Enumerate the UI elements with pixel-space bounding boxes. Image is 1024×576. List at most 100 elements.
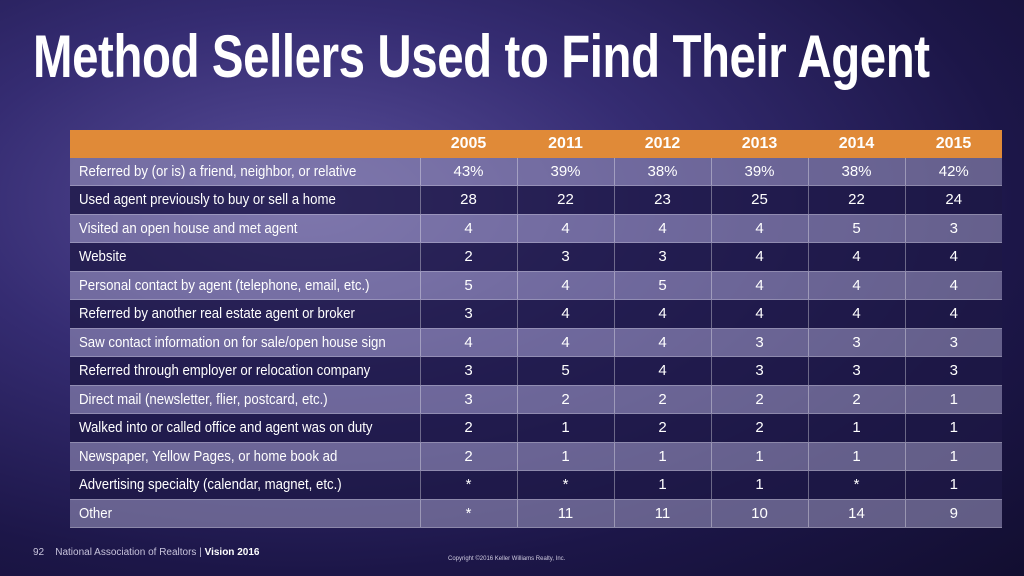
table-cell: 43% <box>419 157 517 186</box>
table-cell: 4 <box>613 214 711 243</box>
row-label-text: Advertising specialty (calendar, magnet,… <box>79 476 342 494</box>
table-cell: 1 <box>904 385 1002 414</box>
table-cell: 1 <box>613 470 711 500</box>
table-cell: 4 <box>710 271 808 300</box>
footer-vision: Vision 2016 <box>204 547 260 558</box>
row-label: Advertising specialty (calendar, magnet,… <box>70 470 420 500</box>
data-table: 2005 2011 2012 2013 2014 2015 Referred by (or… <box>70 130 1002 528</box>
table-cell: 3 <box>904 328 1002 357</box>
row-label: Saw contact information on for sale/open… <box>70 328 420 357</box>
table-cell: 38% <box>807 157 905 186</box>
table-cell: 3 <box>904 356 1002 386</box>
table-cell: 10 <box>710 499 808 528</box>
table-row: Referred by (or is) a friend, neighbor, … <box>70 157 1002 186</box>
table-cell: * <box>807 470 905 500</box>
table-cell: 11 <box>516 499 614 528</box>
table-cell: 4 <box>807 271 905 300</box>
row-label-text: Website <box>79 248 127 266</box>
table-cell: 1 <box>613 442 711 471</box>
row-label: Referred through employer or relocation … <box>70 356 420 386</box>
table-cell: 1 <box>904 413 1002 443</box>
table-cell: 3 <box>710 328 808 357</box>
row-label-text: Used agent previously to buy or sell a h… <box>79 191 336 209</box>
table-cell: 25 <box>710 185 808 215</box>
table-cell: 39% <box>710 157 808 186</box>
column-header: 2012 <box>614 130 711 158</box>
header-row: 2005 2011 2012 2013 2014 2015 <box>70 130 1002 158</box>
table-cell: 3 <box>710 356 808 386</box>
table-cell: 1 <box>807 442 905 471</box>
page-number: 92 <box>33 547 45 558</box>
slide-title: Method Sellers Used to Find Their Agent <box>33 23 930 90</box>
table-cell: 4 <box>516 214 614 243</box>
table-cell: 2 <box>419 413 517 443</box>
table-cell: 4 <box>613 356 711 386</box>
row-label: Referred by (or is) a friend, neighbor, … <box>70 157 420 186</box>
row-label-text: Referred by (or is) a friend, neighbor, … <box>79 162 357 180</box>
column-header: 2005 <box>420 130 517 158</box>
row-label: Visited an open house and met agent <box>70 214 420 243</box>
table-cell: 4 <box>710 299 808 329</box>
table-cell: * <box>419 470 517 500</box>
table-cell: 1 <box>904 442 1002 471</box>
footer: 92 National Association of Realtors | Vi… <box>33 547 259 558</box>
row-label-text: Other <box>79 504 113 522</box>
table-cell: 1 <box>807 413 905 443</box>
footer-source: National Association of Realtors | <box>55 547 205 558</box>
table-cell: 4 <box>516 328 614 357</box>
row-label-text: Direct mail (newsletter, flier, postcard… <box>79 390 328 408</box>
table-row: Personal contact by agent (telephone, em… <box>70 271 1002 300</box>
table-cell: 4 <box>904 242 1002 272</box>
table-cell: 5 <box>807 214 905 243</box>
table-cell: 9 <box>904 499 1002 528</box>
row-label-text: Referred by another real estate agent or… <box>79 305 355 323</box>
table-cell: 2 <box>613 385 711 414</box>
row-label: Direct mail (newsletter, flier, postcard… <box>70 385 420 414</box>
table-cell: 3 <box>807 356 905 386</box>
table-cell: 39% <box>516 157 614 186</box>
table-row: Direct mail (newsletter, flier, postcard… <box>70 385 1002 414</box>
table-cell: 1 <box>516 442 614 471</box>
row-label: Referred by another real estate agent or… <box>70 299 420 329</box>
table-cell: 14 <box>807 499 905 528</box>
table-cell: 22 <box>807 185 905 215</box>
table-cell: 4 <box>516 299 614 329</box>
table-cell: 23 <box>613 185 711 215</box>
table-cell: 4 <box>419 328 517 357</box>
table-cell: 2 <box>613 413 711 443</box>
table-cell: 3 <box>516 242 614 272</box>
row-label: Personal contact by agent (telephone, em… <box>70 271 420 300</box>
row-label-text: Referred through employer or relocation … <box>79 362 371 380</box>
table-cell: 3 <box>419 299 517 329</box>
table-cell: 42% <box>904 157 1002 186</box>
table-cell: 5 <box>419 271 517 300</box>
table-cell: 2 <box>419 242 517 272</box>
table-cell: 3 <box>419 385 517 414</box>
table-row: Visited an open house and met agent 4 4 4 4 5… <box>70 214 1002 243</box>
row-label: Newspaper, Yellow Pages, or home book ad <box>70 442 420 471</box>
table-row: Referred through employer or relocation … <box>70 356 1002 386</box>
column-header: 2013 <box>711 130 808 158</box>
table-cell: 4 <box>613 299 711 329</box>
table-cell: 5 <box>613 271 711 300</box>
table-cell: 3 <box>904 214 1002 243</box>
column-header: 2011 <box>517 130 614 158</box>
table-row: Other * 11 11 10 14 9 <box>70 499 1002 528</box>
table-cell: 11 <box>613 499 711 528</box>
table-cell: 3 <box>419 356 517 386</box>
row-label-text: Personal contact by agent (telephone, em… <box>79 276 370 294</box>
table-cell: 3 <box>613 242 711 272</box>
table-cell: 2 <box>419 442 517 471</box>
table-row: Advertising specialty (calendar, magnet,… <box>70 470 1002 500</box>
table-row: Used agent previously to buy or sell a h… <box>70 185 1002 215</box>
table-cell: 1 <box>904 470 1002 500</box>
table-cell: 4 <box>613 328 711 357</box>
row-label: Used agent previously to buy or sell a h… <box>70 185 420 215</box>
table-cell: 2 <box>807 385 905 414</box>
table-cell: 4 <box>516 271 614 300</box>
table-cell: 4 <box>904 299 1002 329</box>
table-row: Walked into or called office and agent w… <box>70 413 1002 443</box>
table-cell: 4 <box>807 242 905 272</box>
row-label-text: Walked into or called office and agent w… <box>79 419 373 437</box>
table-row: Referred by another real estate agent or… <box>70 299 1002 329</box>
